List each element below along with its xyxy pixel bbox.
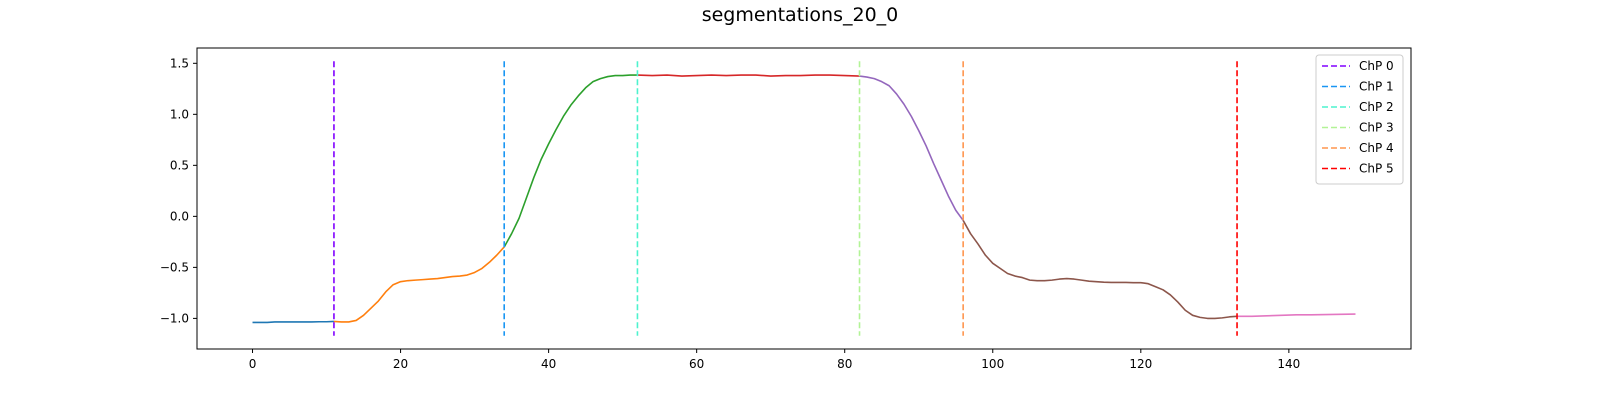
legend-label: ChP 0: [1359, 59, 1394, 73]
segment-line-5: [962, 220, 1238, 320]
x-tick-label: 20: [393, 357, 408, 371]
y-tick-label: 0.5: [170, 158, 189, 172]
x-tick-label: 100: [981, 357, 1004, 371]
segment-line-4: [859, 75, 964, 221]
legend-box: [1315, 54, 1404, 185]
legend-label: ChP 5: [1359, 162, 1394, 176]
plot-frame: [196, 47, 1412, 350]
legend: ChP 0 ChP 1 ChP 2 ChP 3 ChP 4 ChP 5: [1315, 54, 1404, 185]
segment-line-3: [637, 74, 860, 77]
y-tick-label: −1.0: [160, 311, 189, 325]
x-axis: 0 20 40 60 80 100 120 140: [249, 349, 1300, 371]
segment-line-1: [333, 246, 505, 323]
series-lines: [252, 74, 1356, 324]
legend-label: ChP 4: [1359, 141, 1394, 155]
x-tick-label: 0: [249, 357, 257, 371]
chart-title: segmentations_20_0: [701, 4, 899, 26]
x-tick-label: 120: [1129, 357, 1152, 371]
y-tick-label: −0.5: [160, 260, 189, 274]
y-tick-label: 0.0: [170, 209, 189, 223]
segment-line-2: [503, 74, 638, 248]
legend-label: ChP 2: [1359, 100, 1394, 114]
segment-line-0: [252, 320, 334, 324]
legend-label: ChP 3: [1359, 121, 1394, 135]
segment-line-6: [1237, 313, 1356, 318]
y-tick-label: 1.5: [170, 56, 189, 70]
changepoint-lines: [333, 61, 1238, 336]
x-tick-label: 140: [1277, 357, 1300, 371]
y-axis: −1.0 −0.5 0.0 0.5 1.0 1.5: [160, 56, 197, 325]
x-tick-label: 80: [837, 357, 852, 371]
x-tick-label: 40: [541, 357, 556, 371]
x-tick-label: 60: [689, 357, 704, 371]
legend-label: ChP 1: [1359, 80, 1394, 94]
y-tick-label: 1.0: [170, 107, 189, 121]
